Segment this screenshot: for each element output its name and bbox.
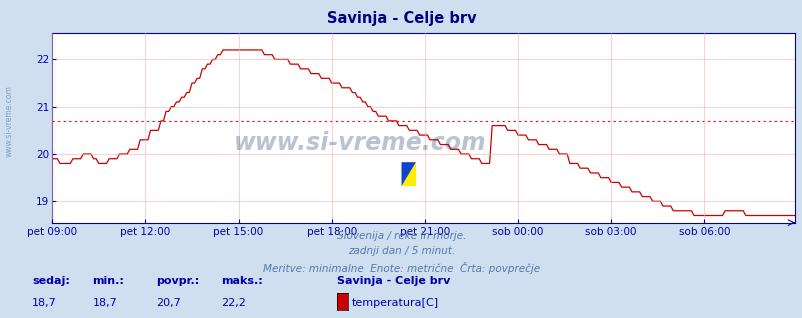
Text: temperatura[C]: temperatura[C] — [351, 299, 438, 308]
Text: sedaj:: sedaj: — [32, 276, 70, 286]
Text: 18,7: 18,7 — [32, 299, 57, 308]
Polygon shape — [401, 162, 415, 186]
Text: Savinja - Celje brv: Savinja - Celje brv — [326, 11, 476, 26]
Text: Savinja - Celje brv: Savinja - Celje brv — [337, 276, 450, 286]
Text: min.:: min.: — [92, 276, 124, 286]
Text: 20,7: 20,7 — [156, 299, 181, 308]
Text: maks.:: maks.: — [221, 276, 262, 286]
Text: Slovenija / reke in morje.: Slovenija / reke in morje. — [336, 231, 466, 240]
Text: 22,2: 22,2 — [221, 299, 245, 308]
Polygon shape — [401, 162, 415, 186]
Text: povpr.:: povpr.: — [156, 276, 200, 286]
Text: www.si-vreme.com: www.si-vreme.com — [234, 131, 486, 155]
Text: zadnji dan / 5 minut.: zadnji dan / 5 minut. — [347, 246, 455, 256]
Text: Meritve: minimalne  Enote: metrične  Črta: povprečje: Meritve: minimalne Enote: metrične Črta:… — [262, 262, 540, 274]
Text: www.si-vreme.com: www.si-vreme.com — [4, 85, 14, 157]
Text: 18,7: 18,7 — [92, 299, 117, 308]
